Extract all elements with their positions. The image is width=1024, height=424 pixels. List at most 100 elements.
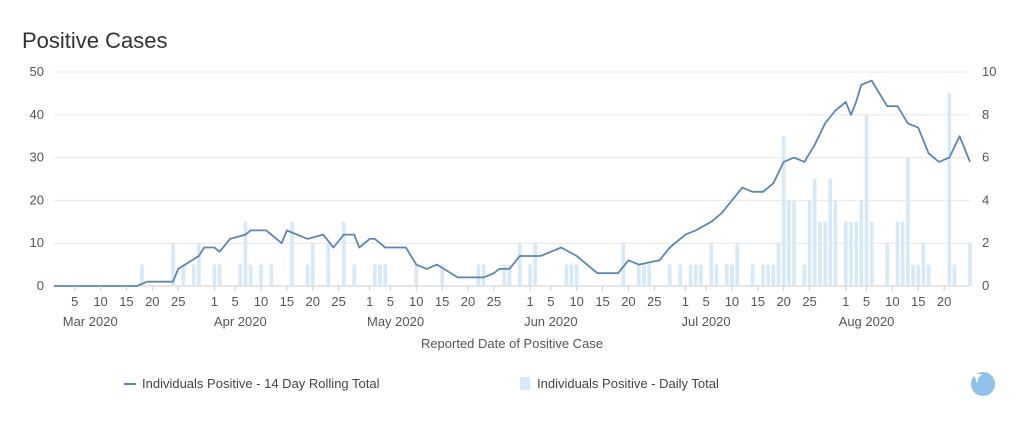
x-tick-label: 1 — [682, 294, 689, 309]
daily-total-bar — [792, 200, 796, 286]
daily-total-bar — [636, 264, 641, 286]
legend-label-rolling-total: Individuals Positive - 14 Day Rolling To… — [142, 376, 380, 391]
right-tick-label: 8 — [982, 107, 989, 122]
daily-total-bar — [528, 264, 532, 286]
x-tick-label: 5 — [702, 294, 709, 309]
x-tick-label: 10 — [93, 294, 107, 309]
daily-total-bar — [678, 264, 683, 286]
x-tick-label: 25 — [802, 294, 816, 309]
daily-total-bar — [290, 221, 294, 286]
daily-total-bar — [818, 221, 822, 286]
x-tick-label: 5 — [387, 294, 394, 309]
daily-total-bar — [807, 200, 812, 286]
x-tick-label: 15 — [751, 294, 765, 309]
daily-total-bar — [259, 264, 263, 286]
right-tick-label: 10 — [982, 64, 996, 79]
daily-total-bar — [776, 243, 781, 286]
daily-total-bar — [968, 243, 972, 286]
daily-total-bar — [326, 243, 331, 286]
filter-button[interactable] — [971, 372, 995, 396]
x-tick-label: 1 — [366, 294, 373, 309]
left-tick-label: 0 — [37, 278, 44, 293]
daily-total-bar — [854, 221, 858, 286]
x-tick-label: 15 — [595, 294, 609, 309]
month-label: Mar 2020 — [63, 314, 118, 329]
daily-total-bar — [750, 264, 755, 286]
x-tick-label: 15 — [280, 294, 294, 309]
daily-total-bar — [869, 221, 874, 286]
left-tick-label: 20 — [30, 192, 44, 207]
daily-total-bars — [140, 93, 972, 287]
x-tick-label: 5 — [547, 294, 554, 309]
daily-total-bar — [248, 264, 253, 286]
daily-total-bar — [341, 221, 346, 286]
left-tick-label: 30 — [30, 150, 44, 165]
daily-total-bar — [714, 264, 719, 286]
x-tick-label: 1 — [842, 294, 849, 309]
daily-total-bar — [864, 114, 869, 286]
daily-total-bar — [761, 264, 765, 286]
daily-total-bar — [900, 221, 905, 286]
month-label: Apr 2020 — [214, 314, 267, 329]
daily-total-bar — [787, 200, 791, 286]
daily-total-bar — [217, 264, 222, 286]
daily-total-bar — [621, 243, 626, 286]
left-tick-label: 10 — [30, 235, 44, 250]
daily-total-bar — [507, 264, 512, 286]
x-tick-label: 20 — [937, 294, 951, 309]
x-axis: 5 10 15 20 25 1 5 10 15 20 25 1 5 10 15 20 25 1 5 10 15 20 25 1… — [63, 286, 951, 329]
daily-total-bar — [378, 264, 382, 286]
daily-total-bar — [440, 264, 444, 286]
daily-total-bar — [730, 264, 734, 286]
daily-total-bar — [688, 264, 693, 286]
daily-total-bar — [828, 179, 833, 286]
daily-total-bar — [647, 264, 651, 286]
left-tick-label: 50 — [30, 64, 44, 79]
month-label: May 2020 — [367, 314, 424, 329]
right-axis: 0 2 4 6 8 10 — [982, 64, 996, 293]
x-tick-label: 15 — [911, 294, 925, 309]
x-tick-label: 10 — [254, 294, 268, 309]
daily-total-bar — [699, 264, 703, 286]
left-tick-label: 40 — [30, 107, 44, 122]
daily-total-bar — [481, 264, 486, 286]
daily-total-bar — [849, 221, 853, 286]
daily-total-bar — [735, 243, 739, 286]
daily-total-bar — [181, 264, 186, 286]
daily-total-bar — [212, 264, 217, 286]
daily-total-bar — [414, 264, 419, 286]
legend[interactable]: Individuals Positive - 14 Day Rolling To… — [124, 376, 719, 391]
daily-total-bar — [911, 264, 915, 286]
x-tick-label: 5 — [232, 294, 239, 309]
x-tick-label: 20 — [621, 294, 635, 309]
daily-total-bar — [921, 243, 926, 286]
daily-total-bar — [191, 264, 196, 286]
daily-total-bar — [171, 243, 175, 286]
daily-total-bar — [802, 264, 807, 286]
daily-total-bar — [310, 243, 315, 286]
daily-total-bar — [238, 264, 243, 286]
right-tick-label: 2 — [982, 235, 989, 250]
x-tick-label: 15 — [119, 294, 133, 309]
x-tick-label: 25 — [487, 294, 501, 309]
legend-item-daily-total[interactable]: Individuals Positive - Daily Total — [520, 376, 719, 391]
right-tick-label: 6 — [982, 150, 989, 165]
x-tick-label: 1 — [526, 294, 533, 309]
right-tick-label: 0 — [982, 278, 989, 293]
x-tick-label: 25 — [171, 294, 185, 309]
x-tick-label: 10 — [885, 294, 899, 309]
left-axis: 0 10 20 30 40 50 — [30, 64, 44, 293]
x-tick-label: 10 — [725, 294, 739, 309]
daily-total-bar — [771, 264, 776, 286]
chart-title: Positive Cases — [22, 28, 168, 53]
x-tick-label: 15 — [435, 294, 449, 309]
legend-item-rolling-total[interactable]: Individuals Positive - 14 Day Rolling To… — [124, 376, 380, 391]
daily-total-bar — [517, 243, 522, 286]
x-tick-label: 20 — [145, 294, 159, 309]
month-label: Jun 2020 — [524, 314, 578, 329]
daily-total-bar — [947, 93, 952, 287]
x-axis-title: Reported Date of Positive Case — [421, 336, 603, 351]
daily-total-bar — [197, 243, 201, 286]
daily-total-bar — [781, 136, 786, 286]
